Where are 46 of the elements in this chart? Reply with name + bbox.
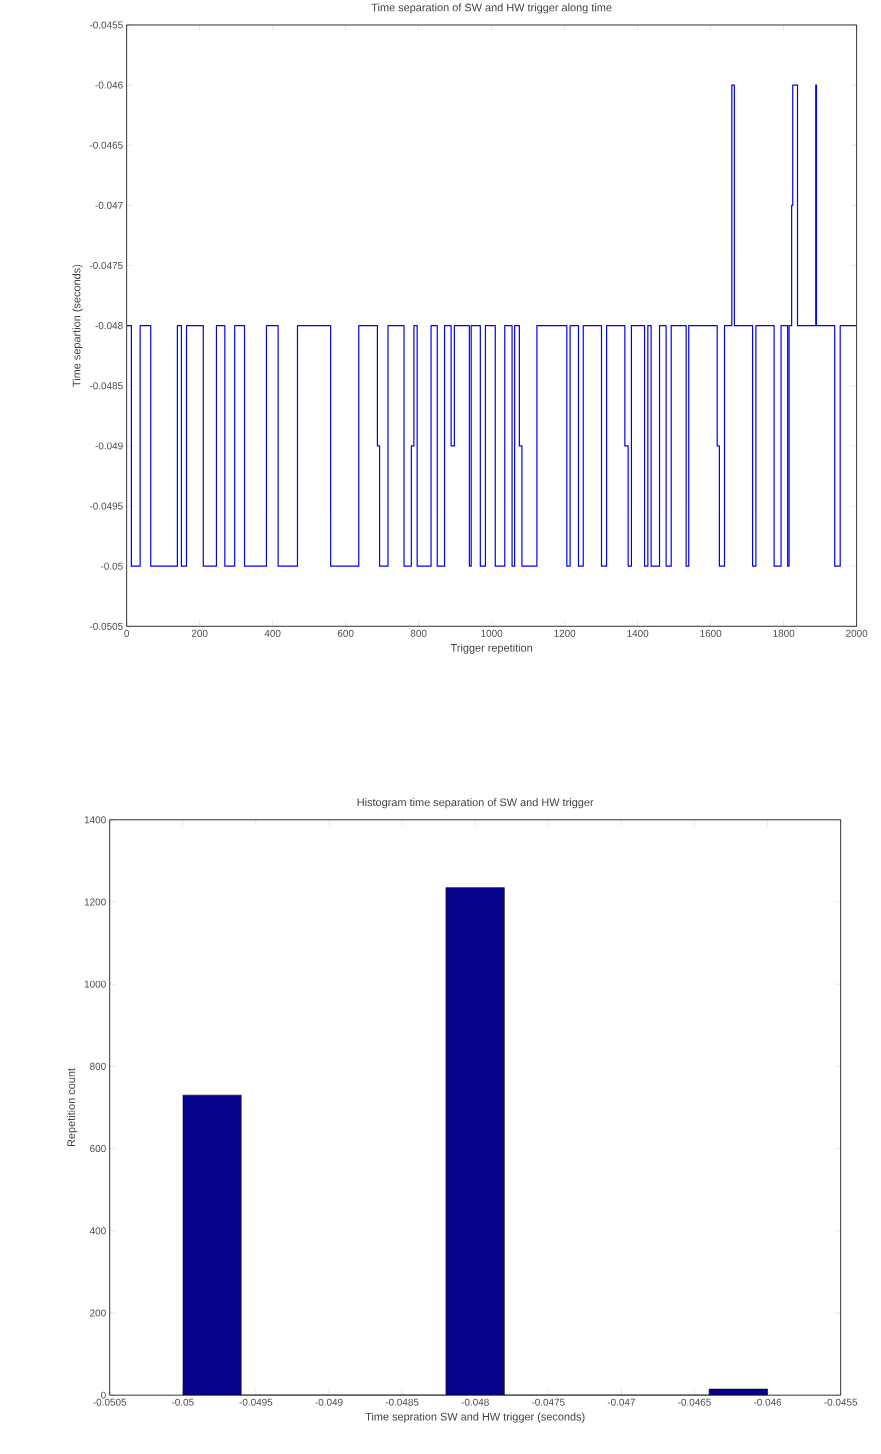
x-tick-label: -0.049 bbox=[315, 1398, 343, 1406]
x-tick-label: 1400 bbox=[627, 629, 649, 637]
x-tick-label: -0.0475 bbox=[532, 1398, 565, 1406]
y-tick-label: -0.047 bbox=[95, 201, 123, 209]
y-axis-title: Repetition count bbox=[67, 1068, 78, 1147]
x-tick-label: -0.05 bbox=[172, 1398, 194, 1406]
chart-title: Time separation of SW and HW trigger along time bbox=[371, 3, 612, 14]
x-tick-label: 400 bbox=[264, 629, 281, 637]
x-tick-label: -0.0495 bbox=[239, 1398, 273, 1406]
y-tick-label: -0.046 bbox=[95, 81, 123, 89]
y-tick-label: -0.0475 bbox=[90, 261, 123, 270]
y-tick-label: -0.05 bbox=[101, 562, 123, 570]
x-tick-label: 1800 bbox=[773, 629, 795, 637]
y-tick-label: 400 bbox=[90, 1227, 107, 1235]
x-axis-title: Time sepration SW and HW trigger (seconds) bbox=[365, 1412, 585, 1423]
x-tick-label: -0.0485 bbox=[385, 1398, 419, 1406]
y-tick-label: 1000 bbox=[85, 980, 107, 988]
y-tick-label: 1200 bbox=[85, 898, 107, 906]
y-tick-label: 200 bbox=[90, 1309, 107, 1317]
x-tick-label: 0 bbox=[124, 629, 130, 637]
y-tick-label: -0.0485 bbox=[90, 382, 123, 390]
x-tick-label: -0.046 bbox=[754, 1398, 782, 1406]
x-tick-label: 1200 bbox=[554, 629, 576, 637]
y-tick-label: -0.0495 bbox=[90, 502, 123, 510]
y-tick-label: -0.0505 bbox=[90, 622, 123, 630]
x-tick-label: -0.0465 bbox=[678, 1398, 712, 1406]
x-tick-label: 200 bbox=[192, 629, 208, 637]
x-axis-title: Trigger repetition bbox=[451, 643, 533, 654]
y-tick-label: 800 bbox=[90, 1062, 107, 1070]
y-tick-label: -0.0455 bbox=[90, 21, 123, 29]
y-tick-label: -0.048 bbox=[95, 322, 123, 330]
y-tick-label: 0 bbox=[101, 1391, 107, 1399]
y-tick-label: 600 bbox=[90, 1145, 107, 1153]
y-tick-label: -0.0465 bbox=[90, 141, 123, 149]
x-tick-label: -0.048 bbox=[461, 1398, 490, 1406]
y-tick-label: -0.049 bbox=[95, 442, 123, 450]
x-tick-label: 1000 bbox=[481, 629, 503, 637]
y-axis-title: Time separtion (seconds) bbox=[72, 264, 83, 387]
x-tick-label: 600 bbox=[338, 629, 354, 637]
x-tick-label: 2000 bbox=[846, 629, 868, 637]
chart-title: Histogram time separation of SW and HW trigger bbox=[357, 798, 594, 809]
x-tick-label: 800 bbox=[411, 629, 427, 637]
x-tick-label: -0.047 bbox=[607, 1398, 636, 1406]
y-tick-label: 1400 bbox=[85, 816, 107, 824]
x-tick-label: 1600 bbox=[700, 629, 722, 637]
x-tick-label: -0.0455 bbox=[824, 1398, 858, 1406]
